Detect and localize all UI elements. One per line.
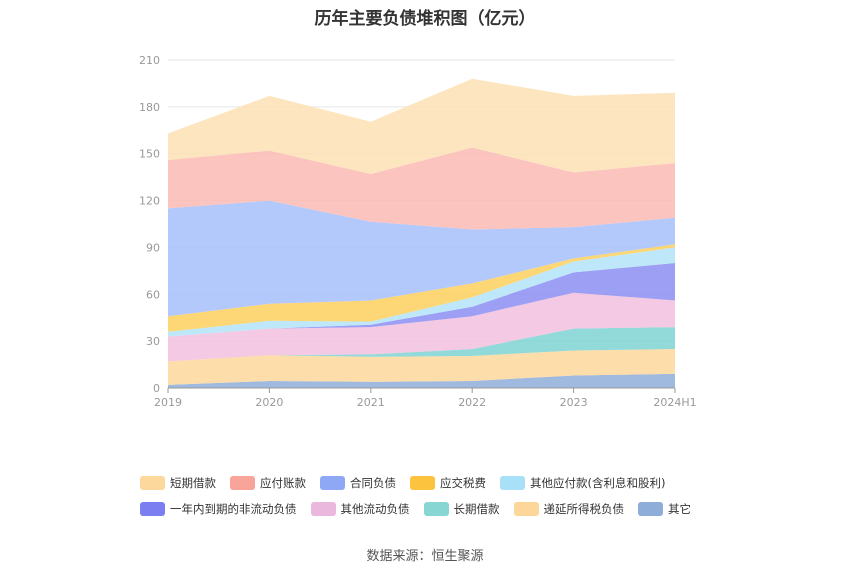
y-tick-label: 210 bbox=[139, 54, 160, 67]
x-tick-label: 2019 bbox=[154, 396, 182, 409]
legend-label: 其他流动负债 bbox=[340, 502, 410, 516]
legend-label: 其它 bbox=[668, 502, 691, 516]
area-长期借款 bbox=[168, 327, 675, 362]
legend-swatch bbox=[140, 476, 165, 490]
legend-swatch bbox=[230, 476, 255, 490]
y-tick-label: 90 bbox=[146, 241, 160, 254]
y-tick-label: 120 bbox=[139, 195, 160, 208]
area-其他流动负债 bbox=[168, 292, 675, 362]
legend-row-2: 一年内到期的非流动负债 其他流动负债 长期借款 递延所得税负债 其它 bbox=[140, 496, 740, 522]
legend-swatch bbox=[320, 476, 345, 490]
axes: 0 30 60 90 120 150 180 210 2019 2020 2021 2022 2023 2… bbox=[139, 54, 697, 409]
y-tick-label: 0 bbox=[153, 382, 160, 395]
stacked-area-chart: 0 30 60 90 120 150 180 210 2019 2020 2021 2022 2023 2… bbox=[139, 54, 697, 409]
y-tick-label: 180 bbox=[139, 101, 160, 114]
area-series bbox=[168, 78, 675, 388]
area-应交税费 bbox=[168, 244, 675, 332]
area-递延所得税负债 bbox=[168, 349, 675, 385]
x-tick-label: 2022 bbox=[458, 396, 486, 409]
legend-item[interactable]: 一年内到期的非流动负债 bbox=[140, 501, 297, 517]
legend-item[interactable]: 合同负债 bbox=[320, 475, 396, 491]
legend-label: 一年内到期的非流动负债 bbox=[170, 502, 297, 516]
legend-item[interactable]: 短期借款 bbox=[140, 475, 216, 491]
legend-item[interactable]: 递延所得税负债 bbox=[513, 501, 625, 517]
y-tick-label: 60 bbox=[146, 288, 160, 301]
legend-swatch bbox=[638, 502, 663, 516]
area-应付账款 bbox=[168, 147, 675, 230]
legend-label: 长期借款 bbox=[453, 502, 500, 516]
area-其他应付款(含利息和股利) bbox=[168, 247, 675, 337]
legend-swatch bbox=[513, 502, 539, 516]
legend-swatch bbox=[140, 502, 165, 516]
legend-label: 短期借款 bbox=[170, 476, 216, 490]
x-tick-label: 2023 bbox=[560, 396, 588, 409]
y-tick-label: 150 bbox=[139, 148, 160, 161]
legend-label: 其他应付款(含利息和股利) bbox=[530, 476, 666, 490]
legend: 短期借款 应付账款 合同负债 应交税费 其他应付款(含利息和股利) 一年内到期的非流动负… bbox=[140, 470, 740, 522]
area-其它 bbox=[168, 373, 675, 388]
x-tick-label: 2024H1 bbox=[653, 396, 696, 409]
legend-row-1: 短期借款 应付账款 合同负债 应交税费 其他应付款(含利息和股利) bbox=[140, 470, 740, 496]
legend-label: 递延所得税负债 bbox=[543, 502, 625, 516]
legend-swatch bbox=[310, 502, 336, 516]
legend-item[interactable]: 其他应付款(含利息和股利) bbox=[500, 475, 665, 491]
x-tick-label: 2020 bbox=[255, 396, 283, 409]
area-合同负债 bbox=[168, 200, 675, 317]
legend-item[interactable]: 应付账款 bbox=[230, 475, 306, 491]
legend-item[interactable]: 其它 bbox=[638, 501, 691, 517]
area-短期借款 bbox=[168, 78, 675, 174]
legend-item[interactable]: 其他流动负债 bbox=[310, 501, 410, 517]
legend-item[interactable]: 应交税费 bbox=[410, 475, 486, 491]
data-source: 数据来源：恒生聚源 bbox=[366, 549, 484, 564]
area-一年内到期的非流动负债 bbox=[168, 263, 675, 337]
legend-item[interactable]: 长期借款 bbox=[423, 501, 500, 517]
legend-swatch bbox=[500, 476, 525, 490]
legend-swatch bbox=[410, 476, 435, 490]
y-tick-label: 30 bbox=[146, 335, 160, 348]
x-tick-label: 2021 bbox=[357, 396, 385, 409]
legend-swatch bbox=[423, 502, 449, 516]
chart-title: 历年主要负债堆积图（亿元） bbox=[314, 9, 536, 29]
legend-label: 合同负债 bbox=[350, 476, 396, 490]
legend-label: 应付账款 bbox=[260, 476, 306, 490]
legend-label: 应交税费 bbox=[440, 476, 486, 490]
